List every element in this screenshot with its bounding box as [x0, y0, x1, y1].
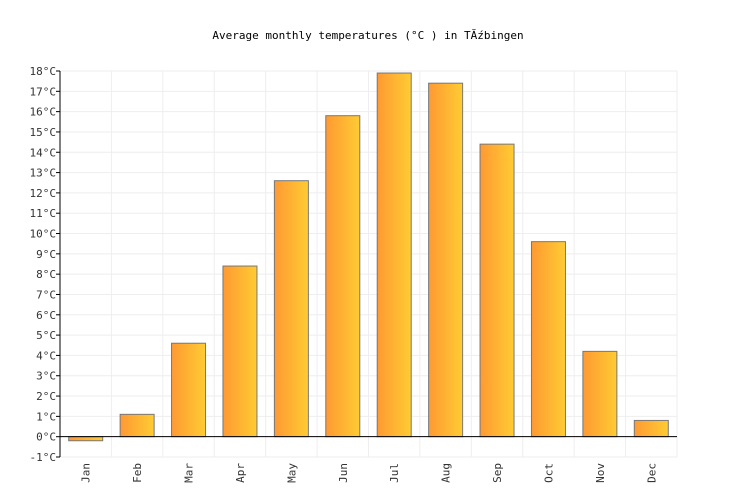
x-tick-label: Dec	[645, 463, 658, 483]
y-tick-label: 13°C	[30, 167, 57, 180]
bar-jan	[68, 436, 104, 442]
x-tick-label: Nov	[594, 463, 607, 483]
x-tick-label: Jul	[388, 463, 401, 483]
x-tick-label: Apr	[234, 463, 247, 483]
y-tick-label: 3°C	[36, 370, 56, 383]
y-tick-label: 16°C	[30, 106, 57, 119]
y-tick-label: -1°C	[30, 451, 57, 464]
bar-oct	[530, 241, 566, 438]
y-tick-label: 18°C	[30, 65, 57, 78]
x-tick-label: Feb	[131, 463, 144, 483]
bar-feb	[119, 413, 155, 438]
bar-nov	[582, 350, 618, 438]
y-tick-label: 2°C	[36, 390, 56, 403]
x-tick-label: Jun	[337, 463, 350, 483]
chart-title: Average monthly temperatures (°C ) in TĂ…	[212, 29, 524, 42]
y-tick-label: 6°C	[36, 309, 56, 322]
y-tick-label: 15°C	[30, 126, 57, 139]
y-tick-label: 5°C	[36, 329, 56, 342]
bar-aug	[428, 82, 464, 438]
y-tick-label: 4°C	[36, 349, 56, 362]
y-tick-label: 17°C	[30, 85, 57, 98]
y-tick-label: 10°C	[30, 228, 57, 241]
bar-jun	[325, 115, 361, 438]
x-tick-label: Aug	[440, 463, 453, 483]
y-tick-label: 9°C	[36, 248, 56, 261]
bar-apr	[222, 265, 258, 438]
x-tick-label: Mar	[183, 463, 196, 483]
bar-dec	[633, 419, 669, 438]
bar-mar	[171, 342, 207, 438]
x-tick-label: Oct	[542, 463, 555, 483]
y-tick-label: 12°C	[30, 187, 57, 200]
bar-jul	[376, 72, 412, 438]
bar-sep	[479, 143, 515, 438]
y-tick-label: 11°C	[30, 207, 57, 220]
y-tick-label: 1°C	[36, 410, 56, 423]
x-tick-label: Jan	[80, 463, 93, 483]
y-tick-label: 0°C	[36, 431, 56, 444]
bar-may	[273, 180, 309, 438]
y-tick-label: 7°C	[36, 288, 56, 301]
y-tick-label: 8°C	[36, 268, 56, 281]
x-tick-label: May	[285, 463, 298, 483]
y-tick-label: 14°C	[30, 146, 57, 159]
x-tick-label: Sep	[491, 463, 504, 483]
